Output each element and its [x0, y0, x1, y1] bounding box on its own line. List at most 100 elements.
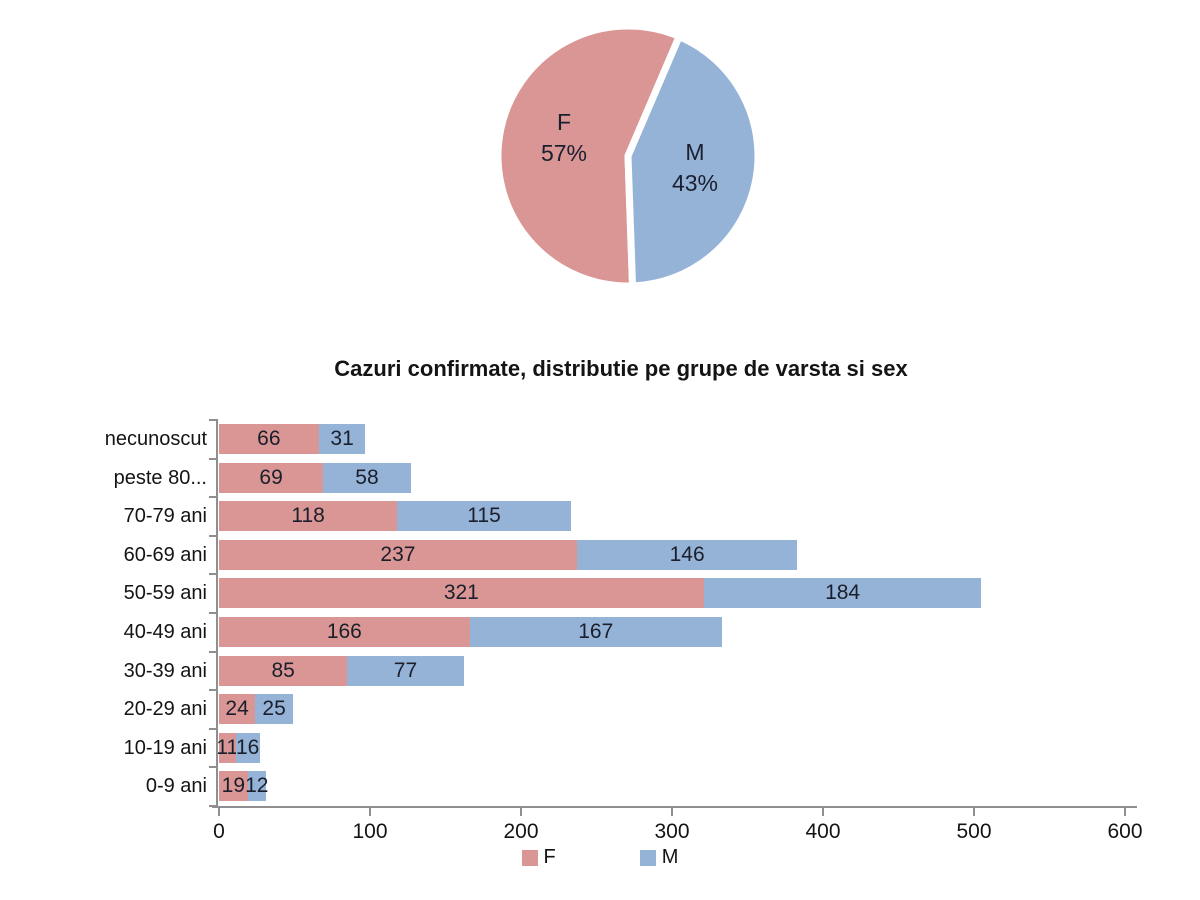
category-label: 70-79 ani	[123, 505, 207, 528]
pie-slice-m	[624, 31, 762, 290]
bar-segment-m: 16	[235, 732, 260, 763]
bar-row: 11 16	[216, 732, 260, 763]
x-axis-tick-label: 0	[213, 820, 225, 843]
category-label: necunoscut	[104, 428, 207, 450]
bar-value-label: 66	[257, 427, 281, 450]
bar-segment-f: 69	[219, 462, 324, 493]
bar-row: 66 31	[219, 424, 366, 454]
bar-value-label: 237	[380, 542, 416, 566]
bar-segment-f: 19	[219, 771, 248, 802]
pie-slice-percent: 43%	[671, 170, 719, 196]
bar-value-label: 77	[393, 658, 418, 682]
x-axis-tick	[973, 808, 975, 816]
bar-chart-title: Cazuri confirmate, distributie pe grupe …	[334, 356, 908, 381]
bar-row: 166 167	[219, 617, 722, 647]
x-axis-tick-label: 400	[805, 820, 841, 843]
bar-value-label: 16	[236, 735, 260, 759]
category-label: 0-9 ani	[145, 775, 207, 798]
bar-segment-m: 167	[469, 617, 722, 647]
bar-value-label: 58	[355, 465, 379, 489]
legend-swatch-m-icon	[639, 849, 656, 866]
x-axis-tick-label: 200	[503, 820, 539, 843]
y-axis-tick	[209, 534, 216, 537]
y-axis-tick	[209, 727, 216, 730]
category-label: peste 80...	[113, 466, 207, 489]
legend-item-f: F	[521, 846, 556, 869]
bar-value-label: 24	[225, 697, 249, 721]
x-axis-tick	[1124, 808, 1126, 816]
x-axis-tick	[822, 808, 824, 816]
y-axis-tick	[209, 573, 216, 576]
bar-value-label: 321	[443, 581, 479, 605]
pie-chart	[494, 22, 762, 290]
bar-segment-m: 58	[323, 462, 411, 493]
bar-value-label: 146	[669, 542, 705, 566]
chart-legend: F M	[0, 846, 1200, 869]
bar-segment-f: 237	[219, 539, 577, 570]
y-axis-line	[216, 419, 218, 808]
pie-slice-label-f: F 57%	[541, 107, 587, 169]
y-axis-tick	[209, 457, 216, 460]
bar-segment-f: 321	[219, 578, 704, 609]
x-axis-tick	[369, 808, 371, 816]
bar-value-label: 19	[221, 774, 246, 798]
y-axis-tick	[209, 805, 216, 807]
bar-segment-f: 85	[219, 655, 348, 686]
category-label: 30-39 ani	[123, 659, 207, 682]
bar-segment-m: 184	[703, 578, 982, 609]
x-axis-tick	[218, 808, 220, 816]
bar-value-label: 31	[330, 427, 354, 450]
bar-row: 24 25	[219, 694, 293, 725]
bar-segment-m: 31	[318, 424, 366, 454]
bar-value-label: 69	[259, 465, 283, 489]
pie-slice-f	[494, 22, 684, 290]
category-label: 60-69 ani	[123, 543, 207, 566]
category-label: 40-49 ani	[123, 621, 207, 643]
category-label: 50-59 ani	[123, 582, 207, 605]
pie-slice-label-m: M 43%	[672, 137, 718, 199]
x-axis-tick-label: 300	[654, 820, 690, 843]
bar-segment-m: 146	[576, 539, 798, 570]
bar-segment-f: 11	[216, 732, 239, 763]
bar-segment-m: 115	[397, 501, 571, 532]
y-axis-tick	[209, 766, 216, 769]
bar-segment-f: 118	[219, 501, 398, 532]
bar-segment-m: 12	[245, 771, 269, 802]
x-axis-line	[212, 806, 1137, 808]
pie-slice-name: M	[685, 139, 705, 165]
bar-value-label: 115	[467, 504, 501, 528]
legend-label-f: F	[543, 846, 556, 868]
bar-row: 321 184	[219, 578, 982, 609]
bar-row: 85 77	[219, 655, 464, 686]
bar-row: 19 12	[219, 771, 269, 802]
bar-value-label: 167	[578, 620, 614, 643]
bar-value-label: 12	[245, 774, 269, 798]
bar-segment-m: 25	[255, 694, 293, 725]
bar-value-label: 85	[271, 658, 295, 682]
x-axis-tick-label: 600	[1107, 820, 1143, 843]
legend-item-m: M	[639, 846, 679, 869]
y-axis-tick	[209, 689, 216, 692]
bar-segment-m: 77	[347, 655, 464, 686]
pie-slice-percent: 57%	[540, 140, 588, 166]
bar-segment-f: 24	[219, 694, 256, 725]
bar-value-label: 166	[326, 620, 362, 643]
bar-value-label: 11	[216, 735, 239, 759]
bar-value-label: 25	[262, 697, 286, 721]
x-axis-tick	[520, 808, 522, 816]
bar-value-label: 118	[291, 504, 325, 528]
category-label: 10-19 ani	[123, 736, 207, 759]
bar-row: 118 115	[219, 501, 571, 532]
bar-row: 69 58	[219, 462, 411, 493]
pie-slice-name: F	[556, 109, 572, 135]
y-axis-tick	[209, 496, 216, 499]
x-axis-tick-label: 500	[956, 820, 992, 843]
y-axis-tick	[209, 419, 216, 421]
category-label: 20-29 ani	[123, 698, 207, 721]
x-axis-tick	[671, 808, 673, 816]
bar-segment-f: 166	[219, 617, 470, 647]
y-axis-tick	[209, 650, 216, 653]
bar-segment-f: 66	[219, 424, 319, 454]
legend-label-m: M	[661, 846, 679, 868]
